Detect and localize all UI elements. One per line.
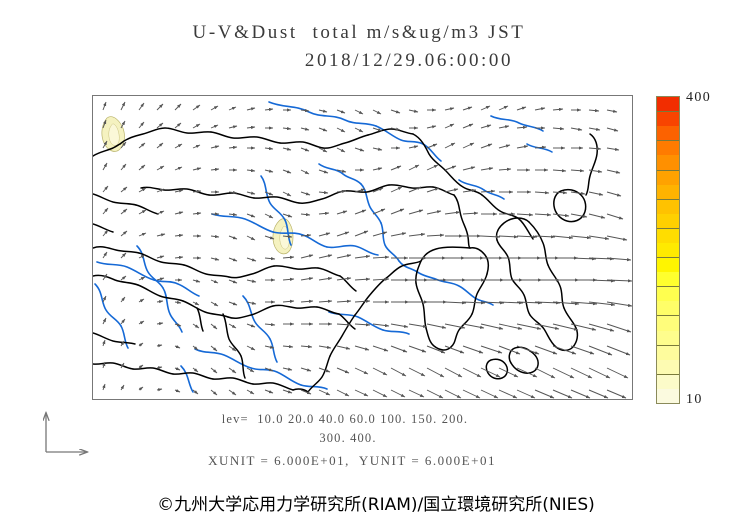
colorbar-band	[657, 301, 679, 316]
colorbar-band	[657, 257, 679, 273]
colorbar-max-label: 400	[686, 90, 712, 105]
colorbar-band	[657, 97, 679, 112]
colorbar-band	[657, 111, 679, 127]
coastline-and-border-lines	[93, 127, 598, 393]
contour-levels-line-2: 300. 400.	[319, 431, 377, 445]
dust-colorbar: 400 10	[656, 90, 710, 407]
colorbar-band	[657, 213, 679, 228]
colorbar-band	[657, 330, 679, 345]
colorbar-band	[657, 242, 679, 258]
colorbar-band	[657, 373, 679, 389]
chart-timestamp: 2018/12/29.06:00:00	[304, 50, 514, 71]
colorbar-band	[657, 227, 679, 243]
colorbar-band	[657, 126, 679, 141]
vector-scale-axes	[40, 406, 92, 458]
contour-levels-line-1: lev= 10.0 20.0 40.0 60.0 100. 150. 200.	[221, 412, 469, 426]
colorbar-band	[657, 169, 679, 185]
contour-level-legend: lev= 10.0 20.0 40.0 60.0 100. 150. 200. …	[0, 412, 752, 446]
axes-arrow-icon	[40, 406, 92, 458]
map-plot-area[interactable]	[92, 95, 633, 400]
vector-units-label: XUNIT = 6.000E+01, YUNIT = 6.000E+01	[208, 453, 496, 468]
colorbar-gradient	[656, 96, 680, 404]
wind-vector-field	[102, 101, 632, 399]
colorbar-band	[657, 344, 679, 360]
river-lines	[94, 101, 553, 393]
page-title: U-V&Dust total m/s&ug/m3 JST	[192, 22, 526, 43]
map-canvas	[93, 101, 632, 399]
colorbar-band	[657, 272, 679, 287]
colorbar-band	[657, 155, 679, 170]
colorbar-band	[657, 388, 679, 403]
copyright-credit: ©九州大学応用力学研究所(RIAM)/国立環境研究所(NIES)	[157, 495, 595, 515]
chart-title-block: U-V&Dust total m/s&ug/m3 JST 2018/12/29.…	[0, 22, 752, 72]
colorbar-band	[657, 315, 679, 331]
colorbar-band	[657, 184, 679, 199]
colorbar-band	[657, 198, 679, 214]
colorbar-band	[657, 140, 679, 156]
colorbar-band	[657, 286, 679, 302]
colorbar-band	[657, 359, 679, 374]
colorbar-min-label: 10	[686, 392, 703, 407]
